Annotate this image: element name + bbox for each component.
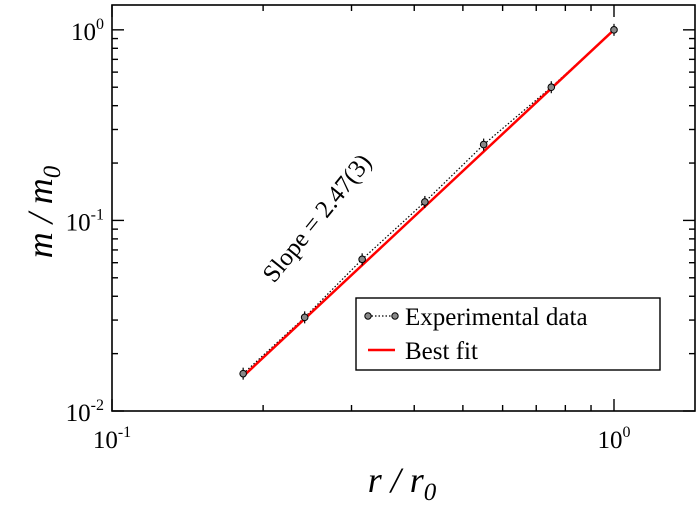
x-axis-title: r / r0	[368, 460, 437, 506]
y-tick-label-exponent: 0	[96, 16, 104, 33]
x-axis-title-sub: 0	[424, 479, 437, 506]
experimental-data-point	[239, 369, 247, 378]
legend-swatch-experimental-marker-right	[391, 312, 399, 320]
y-axis-title: m / m0	[20, 165, 66, 258]
experimental-data-point	[547, 83, 556, 92]
y-tick-label-base: 10	[71, 19, 96, 46]
y-axis-title-sub: 0	[39, 165, 66, 178]
x-tick-label: 10-1	[93, 424, 131, 454]
legend-item-experimental: Experimental data	[364, 304, 588, 331]
y-tick-label: 10-2	[66, 397, 104, 427]
legend-label-experimental: Experimental data	[405, 304, 588, 331]
x-tick-label-base: 10	[93, 427, 118, 454]
y-tick-label-base: 10	[66, 400, 91, 427]
x-tick-label-exponent: -1	[118, 424, 131, 441]
y-tick-label: 100	[71, 16, 104, 46]
x-tick-label-base: 10	[597, 427, 622, 454]
x-tick-label-exponent: 0	[622, 424, 630, 441]
y-tick-label-exponent: -1	[91, 206, 104, 223]
y-tick-label: 10-1	[66, 206, 104, 236]
experimental-data-point	[300, 313, 309, 322]
experimental-data-point	[479, 140, 488, 149]
y-tick-label-exponent: -2	[91, 397, 104, 414]
y-axis-title-main: m / m	[20, 178, 60, 258]
x-axis-title-main: r / r	[368, 460, 425, 500]
legend-label-best-fit: Best fit	[405, 338, 478, 365]
experimental-data-point	[358, 255, 366, 264]
legend-box	[355, 297, 661, 371]
experimental-data-point	[610, 26, 618, 34]
ticks-layer	[111, 5, 695, 412]
legend-item-best-fit: Best fit	[368, 338, 478, 365]
x-tick-label: 100	[597, 424, 630, 454]
plot-frame	[111, 4, 696, 412]
series-layer	[239, 23, 618, 380]
legend-swatch-experimental-marker-left	[364, 312, 372, 320]
legend: Experimental data Best fit	[355, 297, 661, 371]
y-tick-label-base: 10	[66, 209, 91, 236]
experimental-data-point	[421, 198, 429, 206]
